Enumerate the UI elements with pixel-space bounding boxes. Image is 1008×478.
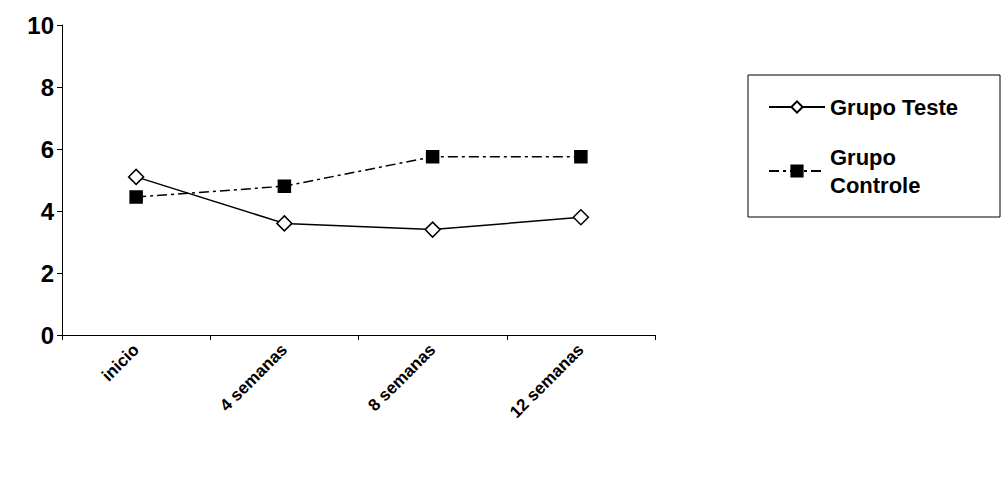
svg-text:12 semanas: 12 semanas <box>506 340 588 422</box>
svg-text:4 semanas: 4 semanas <box>216 340 291 415</box>
svg-text:Controle: Controle <box>830 173 920 198</box>
svg-text:6: 6 <box>41 136 54 163</box>
svg-text:4: 4 <box>41 198 55 225</box>
svg-text:0: 0 <box>41 322 54 349</box>
svg-text:inicio: inicio <box>98 340 143 385</box>
svg-text:8 semanas: 8 semanas <box>364 340 439 415</box>
svg-text:10: 10 <box>27 12 54 39</box>
svg-text:8: 8 <box>41 74 54 101</box>
svg-text:2: 2 <box>41 260 54 287</box>
svg-text:Grupo Teste: Grupo Teste <box>830 95 958 120</box>
svg-text:Grupo: Grupo <box>830 145 902 170</box>
